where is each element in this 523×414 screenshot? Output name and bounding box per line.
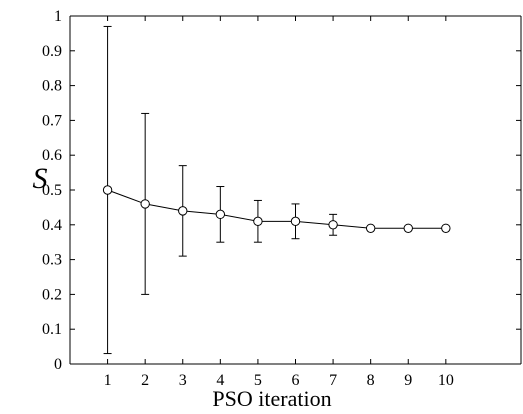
x-tick-label: 4 [216,372,224,389]
x-tick-label: 3 [179,372,187,389]
y-tick-label: 1 [54,8,62,25]
series-line [107,189,446,229]
x-tick-label: 7 [329,372,337,389]
y-tick-label: 0 [54,356,62,373]
x-tick-label: 5 [254,372,262,389]
data-point-marker [215,209,226,220]
data-point-marker [290,216,301,227]
markers-group [102,185,451,233]
data-point-marker [403,223,413,233]
x-axis-title: PSO iteration [212,386,331,411]
data-point-marker [102,185,113,195]
x-tick-label: 1 [104,372,112,389]
error-bars-group [103,25,375,355]
x-tick-label: 2 [141,372,149,389]
y-tick-label: 0.2 [42,286,62,303]
y-tick-label: 0.6 [42,147,62,164]
data-point-marker [441,223,451,233]
y-tick-label: 0.5 [42,182,62,199]
data-point-marker [365,223,376,233]
y-tick-label: 0.9 [42,43,62,60]
x-tick-label: 9 [404,372,412,389]
y-tick-label: 0.8 [42,78,62,95]
series-line-group [107,189,446,229]
data-point-marker [328,220,338,230]
x-tick-label: 8 [367,372,375,389]
y-tick-label: 0.4 [42,217,62,234]
data-point-marker [178,206,188,216]
data-point-marker [253,216,263,227]
ticks-group: 0 0.1 0.2 0.3 0.4 0.5 0.6 0.7 0.8 0.9 1 1 2 3 4 5 6 7 8 9 10 [42,8,521,389]
data-point-marker [140,199,150,209]
y-tick-label: 0.7 [42,112,62,129]
y-tick-label: 0.1 [42,321,62,338]
axes-group [69,15,522,365]
x-tick-label: 6 [292,372,300,389]
y-tick-label: 0.3 [42,252,62,269]
y-axis-title: S [33,162,48,195]
x-tick-label: 10 [438,372,454,389]
